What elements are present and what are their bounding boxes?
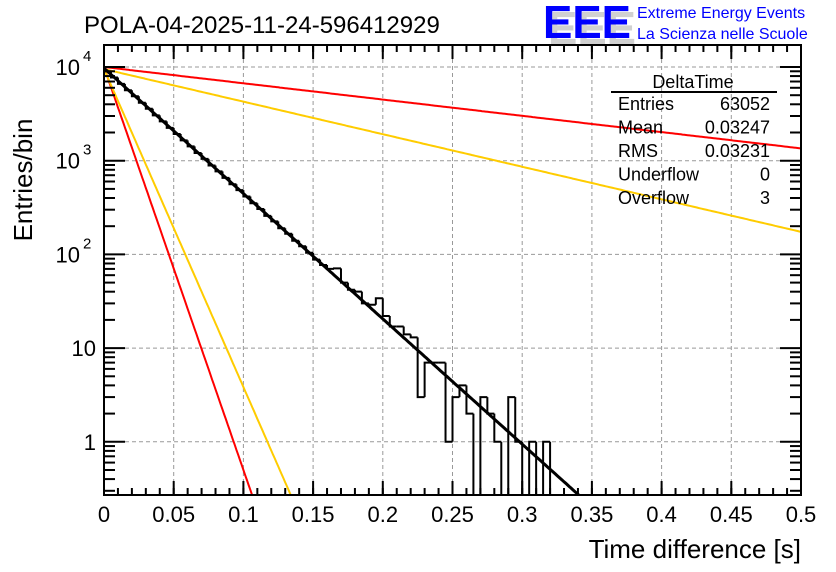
histogram-bin [521,441,524,495]
histogram-bin [542,440,551,495]
stats-value-rms: 0.03231 [705,141,770,161]
histogram-bin [381,298,390,318]
histogram-bin [500,441,503,495]
histogram-bin [333,267,341,270]
y-tick-label: 10 [56,242,80,267]
reference-line-yellow-steep [104,68,292,495]
histogram-bin [409,334,418,339]
stats-value-entries: 63052 [720,94,770,114]
logo-line2: La Scienza nelle Scuole [637,26,808,43]
stats-value-mean: 0.03247 [705,118,770,138]
x-tick-label: 0 [98,502,110,527]
stats-label-mean: Mean [618,118,663,138]
stats-label-entries: Entries [618,94,674,114]
histogram-bin [104,70,111,495]
chart-title: POLA-04-2025-11-24-596412929 [84,12,440,39]
x-tick-label: 0.35 [570,502,613,527]
y-tick-label: 1 [84,430,96,455]
reference-line-red-shallow [104,66,801,150]
stats-box: DeltaTime Entries 63052 Mean 0.03247 RMS 0.03… [611,72,777,208]
histogram-bin [472,413,475,495]
y-tick-label: 10 [56,149,80,174]
histogram-bin [528,440,537,495]
histogram-bin [374,297,383,305]
y-tick-label: 10 [56,55,80,80]
stats-value-underflow: 0 [760,165,770,185]
histogram-bin [451,396,460,442]
stats-label-underflow: Underflow [618,165,700,185]
logo-mark: EEE [543,0,631,48]
y-tick-exponent: 4 [83,48,91,65]
histogram-bin [346,282,355,291]
x-tick-label: 0.1 [228,502,259,527]
x-tick-label: 0.2 [368,502,399,527]
x-tick-label: 0.5 [786,502,817,527]
histogram-bin [486,397,495,415]
y-tick-exponent: 2 [83,235,91,252]
stats-title: DeltaTime [652,72,733,92]
stats-value-overflow: 3 [760,188,770,208]
histogram-bin [493,413,502,443]
eee-logo: EEE Extreme Energy Events La Scienza nel… [543,0,808,48]
fit-line [104,67,581,495]
stats-label-rms: RMS [618,141,658,161]
x-tick-label: 0.15 [292,502,335,527]
tick-labels: 0 0.05 0.1 0.15 0.2 0.25 0.3 0.35 0.4 0.45 0.5 1 10 1… [56,48,817,527]
axis-ticks [103,45,802,495]
y-tick-exponent: 3 [83,142,91,159]
x-tick-label: 0.45 [710,502,753,527]
histogram-bin [402,326,411,336]
x-tick-label: 0.4 [646,502,677,527]
histogram-bin [416,337,425,399]
histogram-bin [444,362,453,443]
reference-line-yellow-shallow [104,68,801,233]
histogram-bin [535,441,538,495]
logo-line1: Extreme Energy Events [637,5,805,22]
histogram-bin [479,396,488,495]
histogram-bin [458,384,467,398]
x-tick-label: 0.25 [431,502,474,527]
histogram-bin [507,396,516,495]
y-axis-title: Entries/bin [8,119,38,242]
stats-label-overflow: Overflow [618,188,690,208]
y-tick-label: 10 [72,336,96,361]
reference-line-red-steep [104,66,254,495]
x-tick-label: 0.05 [152,502,195,527]
histogram-bin [367,303,376,306]
x-tick-label: 0.3 [507,502,538,527]
histogram-bin [353,289,362,293]
histogram-bin [549,441,552,495]
x-axis-title: Time difference [s] [589,534,801,564]
histogram-bin [514,397,523,443]
histogram-bin [423,361,432,398]
